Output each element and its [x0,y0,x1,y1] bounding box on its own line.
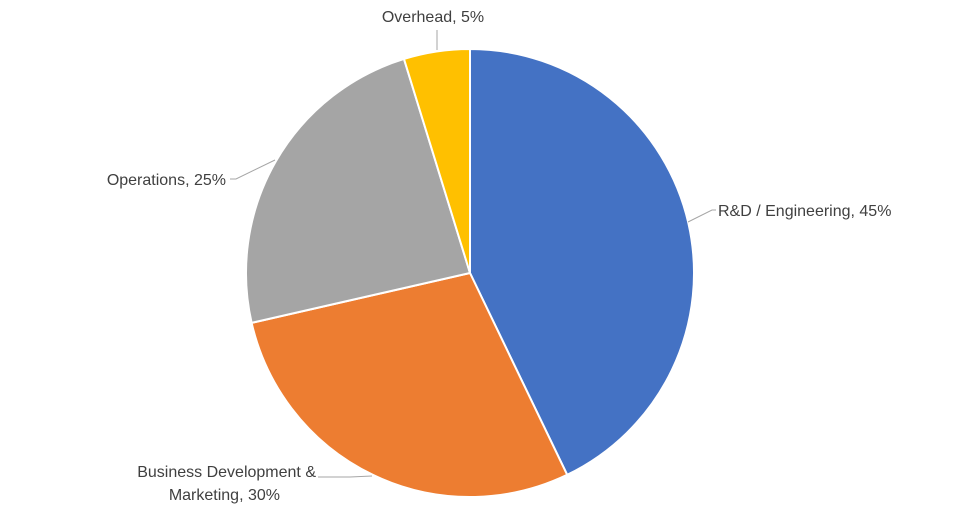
pie-slice-operations [245,57,471,324]
pie-slices [245,48,695,498]
pie-slice-r-d-engineering [469,48,695,476]
pie-slice-overhead [402,48,471,274]
leader-line-business-development [318,475,373,478]
data-label-overhead: Overhead, 5% [382,9,484,26]
leader-line-operations [230,159,276,180]
pie-slice-business-development-marketing [250,272,569,498]
data-label-business-development-line1: Business Development & [137,464,316,481]
data-label-rnd: R&D / Engineering, 45% [718,203,891,220]
data-labels: R&D / Engineering, 45% Business Developm… [107,9,892,504]
data-label-operations: Operations, 25% [107,172,226,189]
leader-line-rnd [687,209,716,223]
data-label-business-development-line2: Marketing, 30% [169,487,280,504]
leader-lines [230,30,716,478]
